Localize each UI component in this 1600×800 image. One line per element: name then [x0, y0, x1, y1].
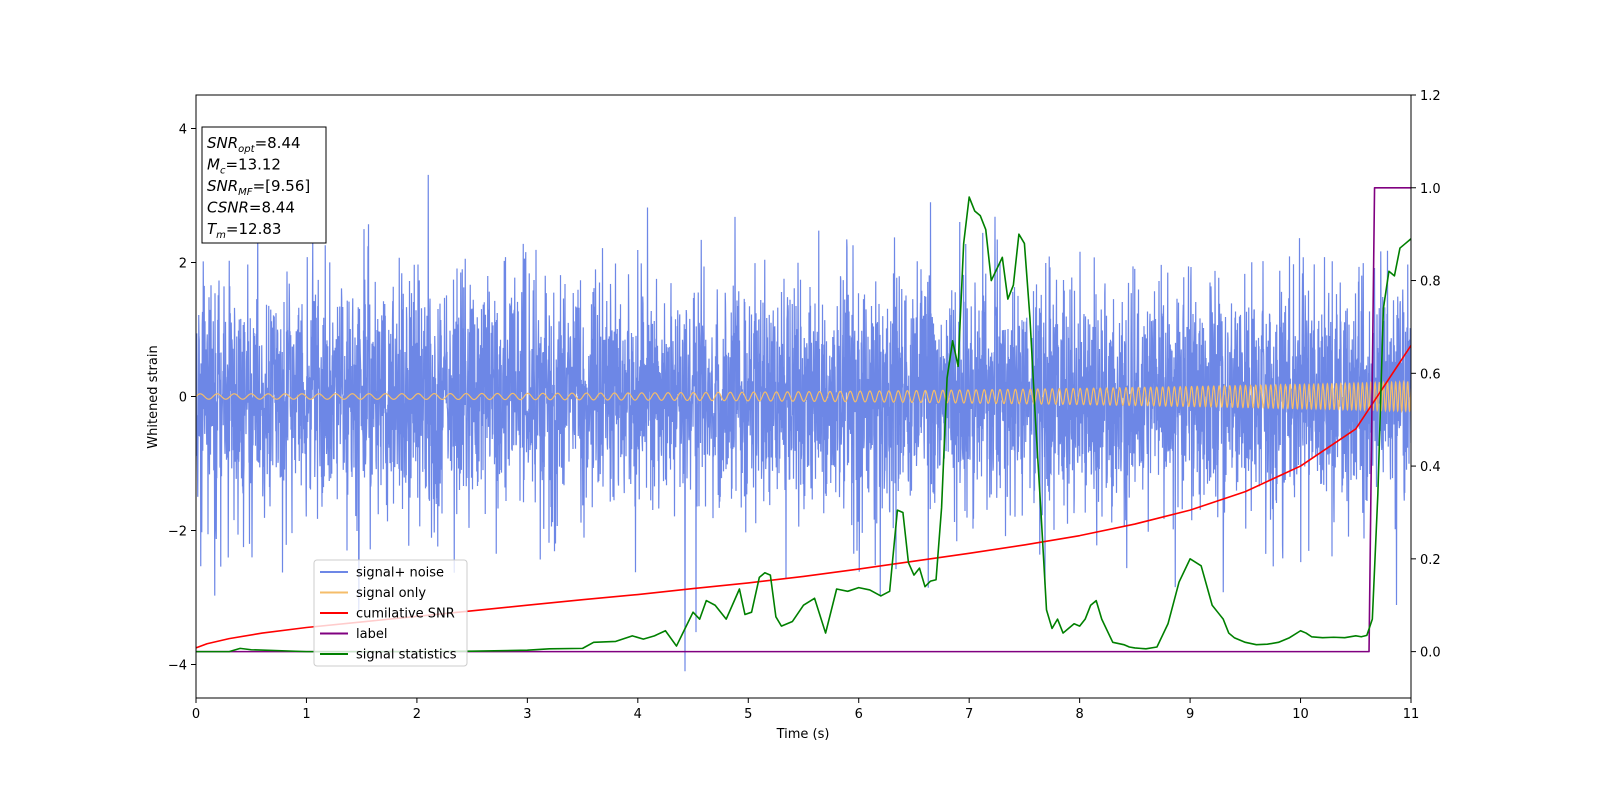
series-signal-only: [196, 379, 1411, 414]
legend-label: signal statistics: [356, 648, 457, 663]
legend-label: signal only: [356, 586, 426, 601]
y-left-tick-label: 2: [179, 257, 187, 272]
series-signal-statistics: [196, 196, 1411, 653]
x-axis-title: Time (s): [776, 727, 830, 742]
y-axis-right: 0.0 0.2 0.4 0.6 0.8 1.0 1.2: [1411, 89, 1441, 661]
y-axis-title: Whitened strain: [146, 345, 161, 448]
legend-label: cumilative SNR: [356, 607, 455, 622]
info-box-frame: [201, 126, 327, 244]
y-right-tick-label: 0.8: [1420, 275, 1441, 290]
series-signal-noise: [196, 174, 1411, 672]
x-tick-label: 11: [1403, 707, 1420, 722]
x-tick-label: 2: [413, 707, 421, 722]
y-axis-left: −4 −2 0 2 4: [168, 123, 196, 674]
info-line: CSNR=8.44: [207, 199, 295, 217]
x-tick-label: 8: [1075, 707, 1083, 722]
x-axis: 0 1 2 3 4 5 6 7 8 9 10 11: [192, 698, 1419, 722]
info-line: Mc=13.12: [207, 156, 281, 177]
y-right-tick-label: 0.6: [1420, 367, 1441, 382]
legend-label: label: [356, 627, 387, 642]
x-tick-label: 9: [1186, 707, 1194, 722]
x-tick-label: 3: [523, 707, 531, 722]
y-left-tick-label: −2: [168, 525, 187, 540]
info-line: SNRopt=8.44: [207, 134, 301, 155]
x-tick-label: 7: [965, 707, 973, 722]
info-box: SNRopt=8.44Mc=13.12SNRMF=[9.56]CSNR=8.44…: [201, 126, 327, 244]
x-tick-label: 0: [192, 707, 200, 722]
y-right-tick-label: 1.0: [1420, 182, 1441, 197]
series-label: [196, 186, 1411, 653]
y-right-tick-label: 0.0: [1420, 646, 1441, 661]
y-right-tick-label: 1.2: [1420, 89, 1441, 104]
x-tick-label: 10: [1292, 707, 1309, 722]
series-layer: [196, 174, 1411, 672]
x-tick-label: 4: [634, 707, 642, 722]
info-line: Tm=12.83: [207, 220, 281, 241]
y-right-tick-label: 0.2: [1420, 553, 1441, 568]
y-right-tick-label: 0.4: [1420, 460, 1441, 475]
series-cumilative-snr: [196, 345, 1411, 649]
x-tick-label: 6: [855, 707, 863, 722]
y-left-tick-label: −4: [168, 659, 187, 674]
x-tick-label: 5: [744, 707, 752, 722]
y-left-tick-label: 4: [179, 123, 187, 138]
y-left-tick-label: 0: [179, 391, 187, 406]
legend-frame: [313, 559, 468, 667]
info-line: SNRMF=[9.56]: [207, 177, 310, 198]
legend-label: signal+ noise: [356, 566, 444, 581]
x-tick-label: 1: [302, 707, 310, 722]
legend: signal+ noise signal only cumilative SNR la…: [313, 559, 468, 667]
